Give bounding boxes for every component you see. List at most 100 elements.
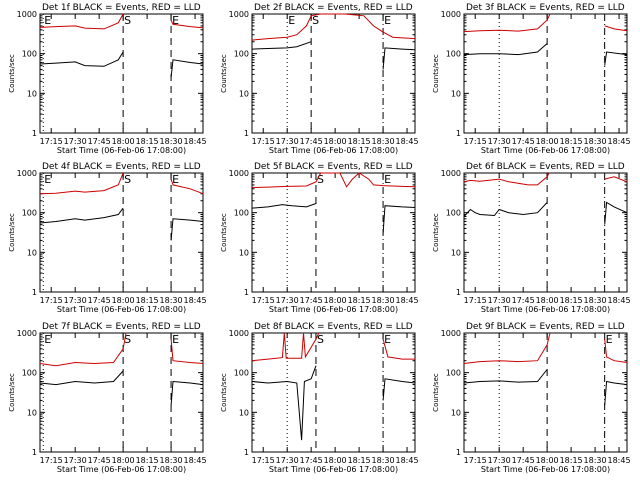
x-tick-label: 18:30: [584, 296, 607, 305]
lld-series-line: [251, 172, 416, 188]
x-tick-label: 18:15: [348, 137, 371, 146]
x-axis-label: Start Time (06-Feb-06 17:08:00): [269, 305, 398, 314]
y-tick-label: 100: [234, 50, 249, 59]
x-tick-label: 17:45: [88, 296, 111, 305]
y-tick-label: 100: [446, 50, 461, 59]
y-tick-label: 10: [451, 89, 461, 98]
y-tick-label: 10: [27, 248, 37, 257]
event-marker-label: S: [317, 173, 324, 186]
event-marker-label: E: [44, 173, 51, 186]
x-tick-label: 17:15: [252, 296, 275, 305]
x-tick-label: 18:30: [372, 296, 395, 305]
y-tick-label: 1000: [17, 329, 37, 338]
y-tick-label: 1000: [17, 169, 37, 178]
y-tick-label: 1: [32, 448, 37, 457]
x-tick-label: 18:15: [136, 296, 159, 305]
x-axis-label: Start Time (06-Feb-06 17:08:00): [57, 465, 186, 474]
chart-title: Det 4f BLACK = Events, RED = LLD: [42, 162, 201, 172]
y-tick-label: 10: [239, 89, 249, 98]
y-tick-label: 1: [32, 288, 37, 297]
x-tick-label: 18:30: [160, 296, 183, 305]
chart-panel-1: Det 1f BLACK = Events, RED = LLD 1 10 100 10…: [8, 3, 207, 155]
x-tick-label: 17:30: [276, 296, 299, 305]
x-tick-label: 18:15: [136, 456, 159, 465]
x-tick-label: 18:00: [536, 296, 559, 305]
x-tick-label: 18:00: [324, 296, 347, 305]
chart-title: Det 7f BLACK = Events, RED = LLD: [42, 322, 201, 332]
x-tick-label: 18:15: [560, 296, 583, 305]
x-tick-label: 18:00: [112, 137, 135, 146]
x-tick-label: 18:15: [560, 137, 583, 146]
y-tick-label: 1000: [229, 329, 249, 338]
events-series-line: [251, 365, 416, 441]
y-tick-label: 100: [234, 369, 249, 378]
chart-title: Det 8f BLACK = Events, RED = LLD: [254, 322, 413, 332]
chart-panel-9: Det 9f BLACK = Events, RED = LLD 1 10 100 10…: [432, 322, 631, 474]
lld-series-line: [39, 13, 204, 30]
lld-series-line: [463, 172, 628, 186]
x-tick-label: 18:45: [608, 137, 631, 146]
x-tick-label: 17:45: [88, 137, 111, 146]
event-marker-label: E: [172, 173, 179, 186]
event-marker-label: E: [288, 14, 295, 27]
y-axis-label: Counts/sec: [432, 213, 440, 252]
y-tick-label: 1: [32, 129, 37, 138]
plot-frame: [463, 172, 628, 293]
x-axis-label: Start Time (06-Feb-06 17:08:00): [269, 465, 398, 474]
y-tick-label: 10: [27, 89, 37, 98]
y-axis-label: Counts/sec: [220, 213, 228, 252]
x-tick-label: 18:00: [536, 137, 559, 146]
lld-series-line: [251, 332, 415, 362]
x-tick-label: 17:30: [276, 137, 299, 146]
chart-title: Det 6f BLACK = Events, RED = LLD: [466, 162, 625, 172]
events-series-line: [39, 370, 204, 406]
y-tick-label: 10: [451, 408, 461, 417]
x-axis-label: Start Time (06-Feb-06 17:08:00): [481, 465, 610, 474]
event-marker-label: E: [172, 333, 179, 346]
chart-panel-3: Det 3f BLACK = Events, RED = LLD 1 10 100 10…: [432, 3, 631, 155]
x-tick-label: 17:15: [464, 137, 487, 146]
plot-frame: [251, 172, 416, 293]
x-axis-label: Start Time (06-Feb-06 17:08:00): [57, 305, 186, 314]
x-tick-label: 17:45: [300, 456, 323, 465]
x-tick-label: 17:15: [40, 296, 63, 305]
x-tick-label: 17:45: [512, 137, 535, 146]
events-series-line: [251, 203, 416, 234]
x-tick-label: 17:30: [276, 456, 299, 465]
y-axis-label: Counts/sec: [432, 54, 440, 93]
y-tick-label: 1000: [441, 329, 461, 338]
x-tick-label: 17:15: [464, 456, 487, 465]
y-tick-label: 1000: [229, 10, 249, 19]
x-tick-label: 18:45: [184, 456, 207, 465]
x-tick-label: 17:30: [488, 456, 511, 465]
y-axis-label: Counts/sec: [8, 373, 16, 412]
x-tick-label: 18:15: [348, 296, 371, 305]
x-tick-label: 18:45: [396, 137, 419, 146]
x-tick-label: 18:45: [608, 456, 631, 465]
lld-series-line: [463, 13, 628, 33]
y-tick-label: 10: [451, 248, 461, 257]
y-axis-label: Counts/sec: [220, 54, 228, 93]
y-tick-label: 100: [22, 369, 37, 378]
events-series-line: [463, 201, 628, 225]
event-marker-label: S: [317, 333, 324, 346]
events-series-line: [463, 43, 628, 66]
x-tick-label: 17:15: [464, 296, 487, 305]
event-marker-label: E: [384, 173, 391, 186]
chart-panel-5: Det 5f BLACK = Events, RED = LLD 1 10 100 10…: [220, 162, 419, 314]
x-tick-label: 17:45: [88, 456, 111, 465]
chart-panel-8: Det 8f BLACK = Events, RED = LLD 1 10 100 10…: [220, 322, 419, 474]
x-tick-label: 17:15: [40, 137, 63, 146]
lld-series-line: [39, 172, 204, 195]
lld-series-line: [39, 332, 204, 367]
event-marker-label: E: [44, 14, 51, 27]
y-axis-label: Counts/sec: [432, 373, 440, 412]
y-axis-label: Counts/sec: [220, 373, 228, 412]
x-tick-label: 17:30: [64, 296, 87, 305]
y-axis-label: Counts/sec: [8, 54, 16, 93]
x-axis-label: Start Time (06-Feb-06 17:08:00): [269, 146, 398, 155]
y-tick-label: 100: [22, 209, 37, 218]
x-tick-label: 17:15: [252, 456, 275, 465]
x-tick-label: 17:30: [64, 456, 87, 465]
